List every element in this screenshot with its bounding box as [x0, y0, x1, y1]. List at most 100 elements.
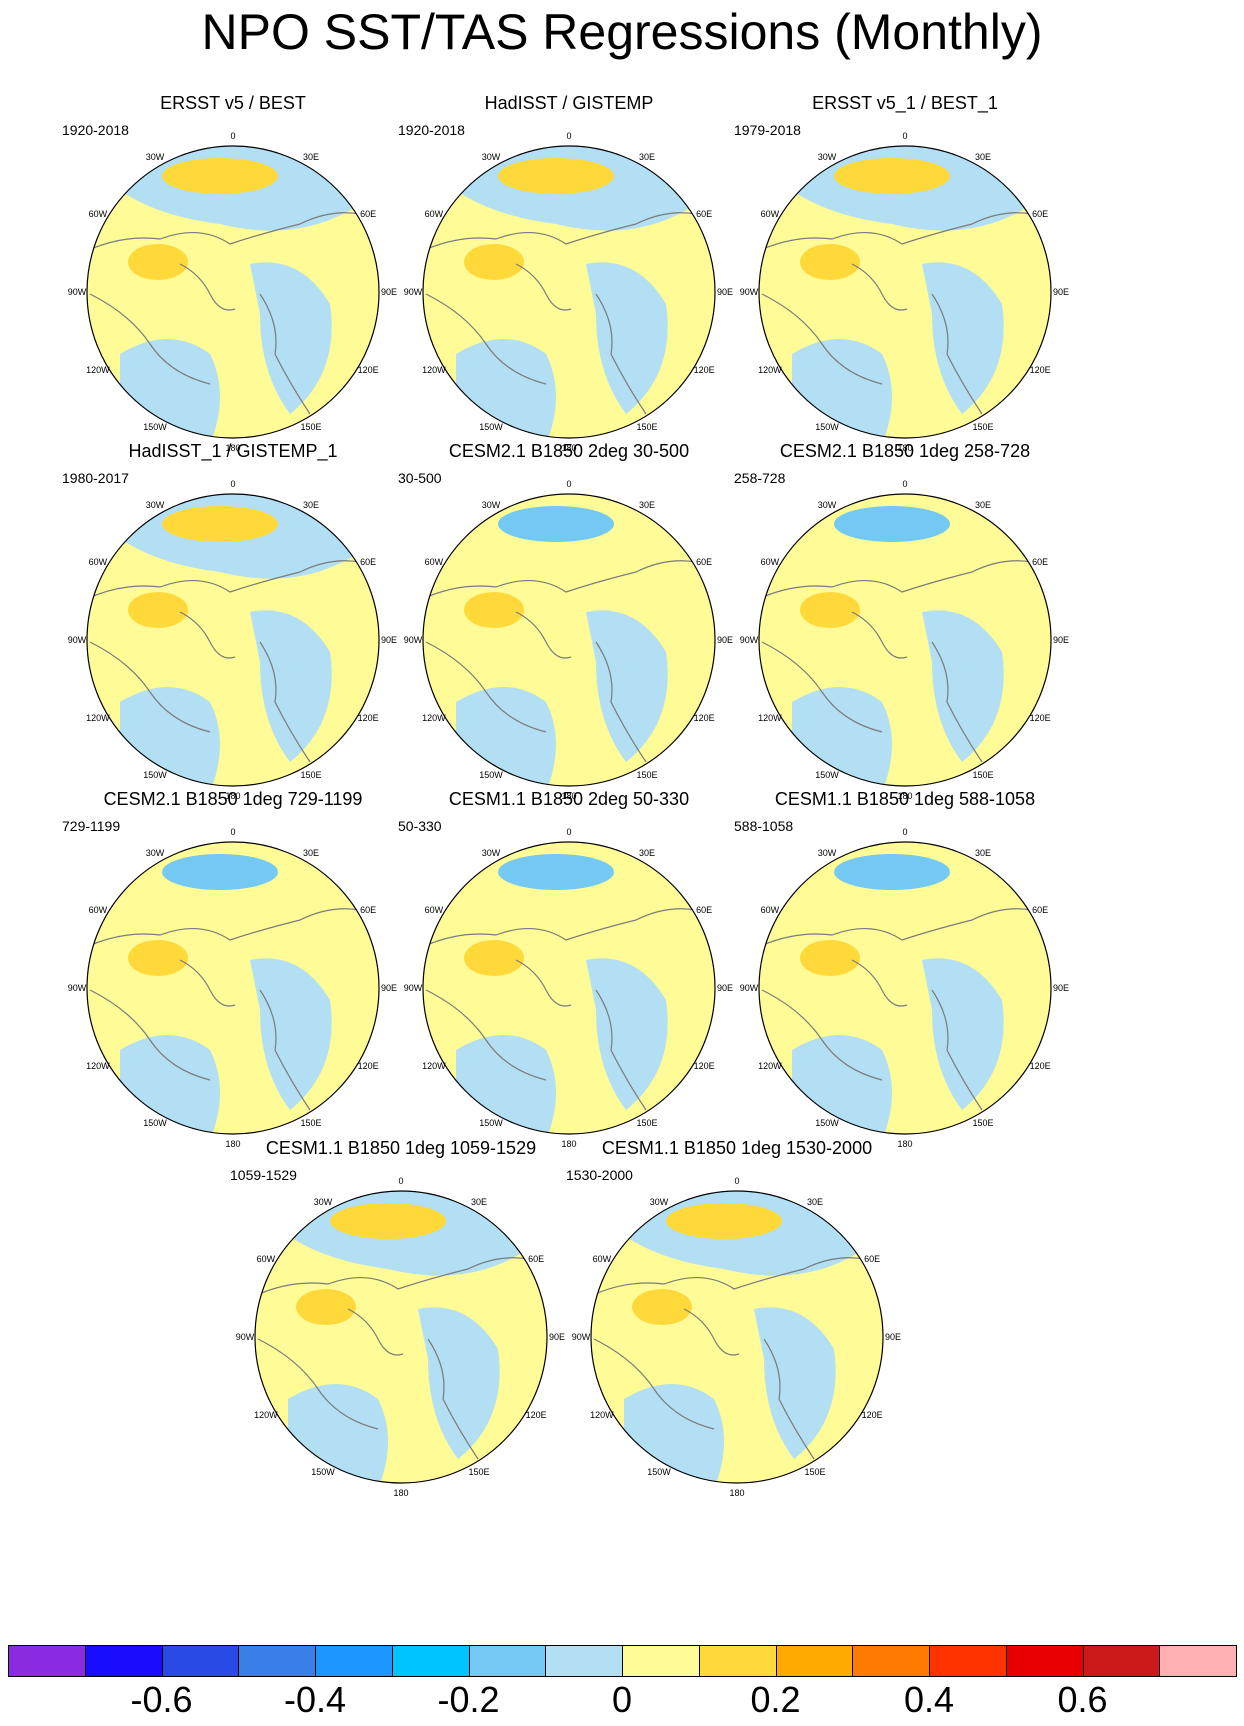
longitude-label: 120W	[758, 365, 782, 375]
longitude-label: 90W	[68, 983, 87, 993]
pacific-core-region	[834, 506, 950, 542]
longitude-label: 90W	[236, 1332, 255, 1342]
canada-warm-region	[800, 244, 860, 280]
panel-title: ERSST v5_1 / BEST_1	[812, 93, 998, 113]
colorbar-box	[622, 1645, 700, 1677]
polar-map: 180 150E 120E 90E 60E 30E 0 30W 60W 90W 120W 150W	[68, 479, 397, 801]
colorbar-tick-label: 0.2	[750, 1679, 801, 1720]
longitude-label: 60E	[360, 905, 376, 915]
coastline	[427, 1338, 479, 1460]
panel-title: CESM2.1 B1850 1deg 729-1199	[103, 789, 363, 809]
panel-title: CESM1.1 B1850 2deg 50-330	[448, 789, 690, 809]
longitude-label: 60W	[761, 209, 780, 219]
longitude-label: 90W	[740, 287, 759, 297]
longitude-label: 30W	[314, 1197, 333, 1207]
longitude-label: 150E	[972, 1118, 993, 1128]
polar-map: 180 150E 120E 90E 60E 30E 0 30W 60W 90W 120W 150W	[740, 479, 1069, 801]
longitude-label: 180	[897, 791, 912, 801]
canada-warm-region	[128, 592, 188, 628]
longitude-label: 60W	[761, 557, 780, 567]
polar-map: 180 150E 120E 90E 60E 30E 0 30W 60W 90W 120W 150W	[740, 827, 1069, 1149]
coastline	[87, 212, 361, 255]
longitude-label: 120W	[86, 1061, 110, 1071]
longitude-label: 60W	[593, 1254, 612, 1264]
panel-title: HadISST / GISTEMP	[484, 93, 654, 113]
canada-warm-region	[464, 592, 524, 628]
map-border	[758, 493, 1052, 787]
longitude-label: 60W	[257, 1254, 276, 1264]
coastline	[425, 293, 547, 385]
colorbar-tick-label: -0.2	[437, 1679, 500, 1720]
colorbar-box	[468, 1645, 547, 1677]
longitude-label: 150W	[815, 770, 839, 780]
coastline	[759, 560, 1033, 603]
pacific-core-region	[498, 854, 614, 890]
longitude-label: 30E	[303, 848, 319, 858]
longitude-label: 120W	[86, 713, 110, 723]
pacific-core-region	[330, 1203, 446, 1239]
longitude-label: 180	[225, 791, 240, 801]
canada-warm-region	[800, 940, 860, 976]
longitude-label: 30W	[146, 500, 165, 510]
longitude-label: 120E	[358, 365, 379, 375]
longitude-label: 90E	[1053, 635, 1069, 645]
longitude-label: 90E	[381, 983, 397, 993]
longitude-label: 120E	[1030, 365, 1051, 375]
panel-period: 1979-2018	[734, 122, 801, 138]
polar-map: 180 150E 120E 90E 60E 30E 0 30W 60W 90W 120W 150W	[236, 1176, 565, 1498]
longitude-label: 30W	[818, 500, 837, 510]
coastline	[423, 212, 697, 255]
polar-map: 180 150E 120E 90E 60E 30E 0 30W 60W 90W 120W 150W	[740, 131, 1069, 453]
colorbar-box	[929, 1645, 1007, 1677]
panel-title: ERSST v5 / BEST	[160, 93, 306, 113]
longitude-label: 150E	[300, 770, 321, 780]
coastline	[851, 611, 908, 659]
coastline	[515, 959, 572, 1007]
colorbar-tick-label: -0.4	[283, 1679, 347, 1720]
longitude-label: 180	[225, 1139, 240, 1149]
pacific-core-region	[498, 506, 614, 542]
longitude-label: 60E	[360, 557, 376, 567]
coastline	[761, 989, 883, 1081]
pacific-core-region	[834, 158, 950, 194]
longitude-label: 60W	[761, 905, 780, 915]
pacific-core-region	[162, 854, 278, 890]
longitude-label: 120E	[694, 713, 715, 723]
longitude-label: 90E	[381, 635, 397, 645]
longitude-label: 30E	[975, 152, 991, 162]
map-panel: CESM1.1 B1850 1deg 1530-2000 1530-2000 180…	[564, 1137, 910, 1507]
map-border	[86, 145, 380, 439]
longitude-label: 30E	[975, 848, 991, 858]
map-panel: HadISST / GISTEMP 1920-2018 180 150E 120E 90E…	[396, 92, 742, 462]
colorbar-box	[84, 1645, 163, 1677]
map-border	[758, 145, 1052, 439]
longitude-label: 150E	[804, 1467, 825, 1477]
longitude-label: 60E	[1032, 209, 1048, 219]
atlantic-region	[456, 339, 556, 438]
longitude-label: 90W	[68, 287, 87, 297]
longitude-label: 30E	[975, 500, 991, 510]
coastline	[89, 989, 211, 1081]
colorbar	[8, 1645, 1237, 1677]
longitude-label: 150E	[972, 422, 993, 432]
longitude-label: 90E	[1053, 287, 1069, 297]
longitude-label: 150E	[636, 1118, 657, 1128]
coastline	[515, 263, 572, 311]
coastline	[179, 611, 236, 659]
coastline	[347, 1308, 404, 1356]
canada-warm-region	[632, 1289, 692, 1325]
longitude-label: 30E	[639, 500, 655, 510]
atlantic-region	[456, 687, 556, 786]
coastline	[595, 989, 647, 1111]
coastline	[591, 1257, 865, 1300]
canada-warm-region	[128, 940, 188, 976]
coastline	[89, 641, 211, 733]
map-border	[86, 841, 380, 1135]
map-panel: ERSST v5 / BEST 1920-2018 180 150E 120E 90E 60…	[60, 92, 406, 462]
panel-period: 1059-1529	[230, 1167, 297, 1183]
longitude-label: 0	[398, 1176, 403, 1186]
colorbar-box	[852, 1645, 930, 1677]
longitude-label: 150W	[815, 1118, 839, 1128]
coastline	[257, 1338, 379, 1430]
longitude-label: 0	[734, 1176, 739, 1186]
